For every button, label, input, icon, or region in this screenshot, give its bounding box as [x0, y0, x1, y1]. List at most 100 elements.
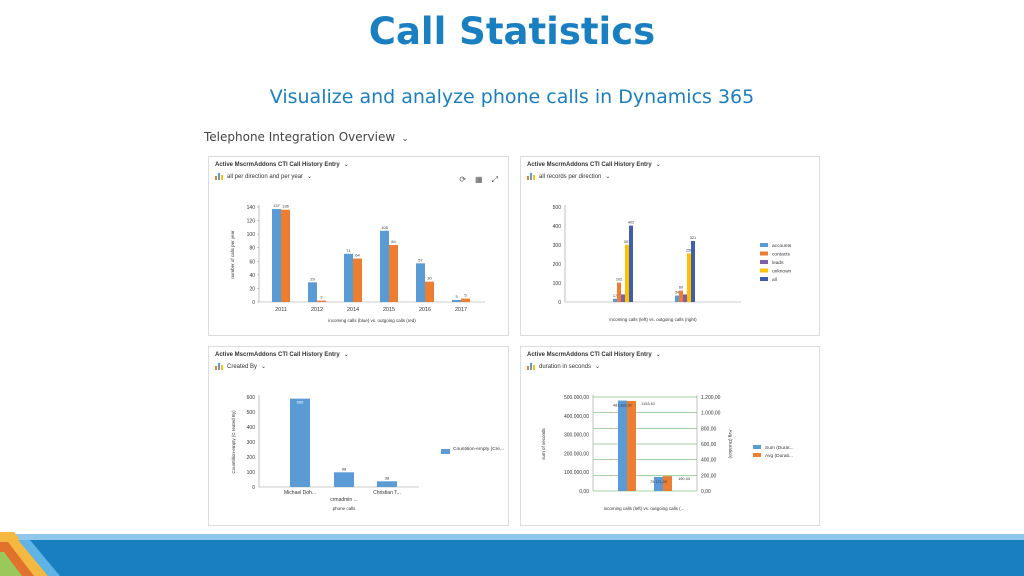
- panel-header[interactable]: Active MscrmAddons CTI Call History Entr…: [527, 351, 661, 358]
- bar: [389, 245, 398, 302]
- y2-tick-label: 200,00: [701, 473, 717, 479]
- bar: [344, 253, 353, 302]
- data-label: 105: [381, 225, 388, 230]
- legend-swatch: [760, 268, 768, 273]
- data-label: 301: [624, 240, 630, 244]
- x-axis-label: phone calls: [333, 506, 357, 511]
- chevron-down-icon[interactable]: ⌄: [655, 162, 661, 168]
- x-tick-label: 2017: [455, 307, 467, 313]
- x-tick-label: 2014: [347, 307, 359, 313]
- dashboard-selector[interactable]: Telephone Integration Overview ⌄: [204, 130, 409, 144]
- y-tick-label: 400: [553, 224, 562, 230]
- data-label: 57: [418, 257, 423, 262]
- panel-header[interactable]: Active MscrmAddons CTI Call History Entr…: [527, 161, 661, 168]
- data-label: 34: [675, 291, 679, 295]
- chevron-down-icon[interactable]: ⌄: [605, 174, 611, 180]
- panel-header[interactable]: Active MscrmAddons CTI Call History Entr…: [215, 161, 349, 168]
- bar: [290, 398, 310, 487]
- chevron-down-icon[interactable]: ⌄: [343, 352, 349, 358]
- chart-panel-created-by: Active MscrmAddons CTI Call History Entr…: [208, 346, 509, 526]
- data-label: 136: [282, 204, 289, 209]
- data-label: 71: [346, 248, 351, 253]
- bar: [627, 400, 636, 491]
- view-selector[interactable]: all per direction and per year ⌄: [215, 173, 312, 180]
- bar: [281, 209, 290, 302]
- legend-swatch: [753, 453, 761, 457]
- legend-swatch: [760, 277, 768, 281]
- bar: [687, 253, 691, 302]
- data-label: 2: [320, 295, 323, 300]
- bar: [679, 290, 683, 302]
- bar: [613, 298, 617, 302]
- y-tick-label: 400.000,00: [564, 414, 589, 420]
- legend-label: accounts: [772, 243, 792, 249]
- legend-label: leads: [772, 260, 784, 266]
- y-tick-label: 600: [247, 395, 256, 401]
- bar: [629, 225, 633, 302]
- y-tick-label: 100: [247, 470, 256, 476]
- panel-header-label: Active MscrmAddons CTI Call History Entr…: [527, 352, 652, 358]
- panel-header[interactable]: Active MscrmAddons CTI Call History Entr…: [215, 351, 349, 358]
- view-selector[interactable]: duration in seconds ⌄: [527, 363, 600, 370]
- chart-view-icon: [527, 363, 535, 370]
- y2-tick-label: 1.000,00: [701, 411, 721, 417]
- bar: [618, 400, 627, 491]
- y-tick-label: 200.000,00: [564, 451, 589, 457]
- grid-icon[interactable]: ▦: [475, 175, 483, 184]
- y2-tick-label: 1.200,00: [701, 395, 721, 401]
- y2-tick-label: 800,00: [701, 426, 717, 432]
- bar: [654, 476, 663, 491]
- y-tick-label: 200: [553, 262, 562, 268]
- x-tick-label: crmadmin ...: [330, 497, 358, 503]
- expand-icon[interactable]: ⤢: [491, 175, 498, 184]
- x-tick-label: 2015: [383, 307, 395, 313]
- chevron-down-icon[interactable]: ⌄: [261, 364, 267, 370]
- chart-calls-per-year: 0 20 40 60 80 100 120 140 137 136 2011 29 2 2012 71 64 2…: [230, 203, 485, 323]
- chevron-down-icon[interactable]: ⌄: [343, 162, 349, 168]
- y-tick-label: 0: [252, 300, 255, 306]
- bar: [416, 263, 425, 302]
- data-label: 589: [297, 400, 304, 405]
- data-label: 190,53: [678, 477, 690, 481]
- y-tick-label: 80: [249, 246, 255, 252]
- view-selector[interactable]: all records per direction ⌄: [527, 173, 610, 180]
- data-label: 5: [464, 293, 467, 298]
- y-tick-label: 500.000,00: [564, 395, 589, 401]
- slide-title: Call Statistics: [368, 10, 656, 53]
- chevron-down-icon[interactable]: ⌄: [655, 352, 661, 358]
- data-label: 60: [679, 286, 683, 290]
- y-tick-label: 100: [553, 281, 562, 287]
- chevron-down-icon[interactable]: ⌄: [401, 134, 409, 144]
- view-label: all per direction and per year: [227, 173, 304, 180]
- view-selector[interactable]: Created By ⌄: [215, 363, 266, 370]
- y-tick-label: 0: [252, 485, 255, 491]
- bar: [461, 298, 470, 302]
- chevron-down-icon[interactable]: ⌄: [595, 364, 601, 370]
- chart-created-by: 0 100 200 300 400 500 600 589 Michael Doh... 98 cr…: [231, 395, 504, 511]
- x-tick-label: Michael Doh...: [284, 490, 316, 496]
- y2-axis-label: Avg (Duration): [728, 430, 733, 459]
- y-tick-label: 200: [247, 455, 256, 461]
- y-tick-label: 0,00: [579, 489, 589, 495]
- x-axis-label: incoming calls (left) vs. outgoing calls…: [609, 317, 697, 322]
- y-tick-label: 40: [249, 273, 255, 279]
- view-label: all records per direction: [539, 173, 602, 180]
- chevron-down-icon[interactable]: ⌄: [307, 174, 313, 180]
- refresh-icon[interactable]: ⟳: [459, 175, 467, 184]
- legend-label: all: [772, 277, 777, 283]
- bar: [683, 294, 687, 302]
- y-tick-label: 120: [247, 219, 256, 225]
- chart-duration: 0,00 100.000,00 200.000,00 300.000,00 400.00…: [541, 395, 794, 511]
- data-label: 29: [310, 276, 315, 281]
- bar: [334, 472, 354, 487]
- x-tick-label: 2012: [311, 307, 323, 313]
- bar: [621, 294, 625, 302]
- bar: [625, 244, 629, 302]
- y-axis-label: number of calls per year: [230, 230, 235, 279]
- data-label: 321: [690, 236, 696, 240]
- y-axis-label: CountIition-empty (C reated By): [231, 410, 236, 474]
- y-tick-label: 500: [247, 410, 256, 416]
- view-label: duration in seconds: [539, 363, 592, 370]
- x-axis-label: incoming calls (blue) vs. outgoing calls…: [328, 318, 416, 323]
